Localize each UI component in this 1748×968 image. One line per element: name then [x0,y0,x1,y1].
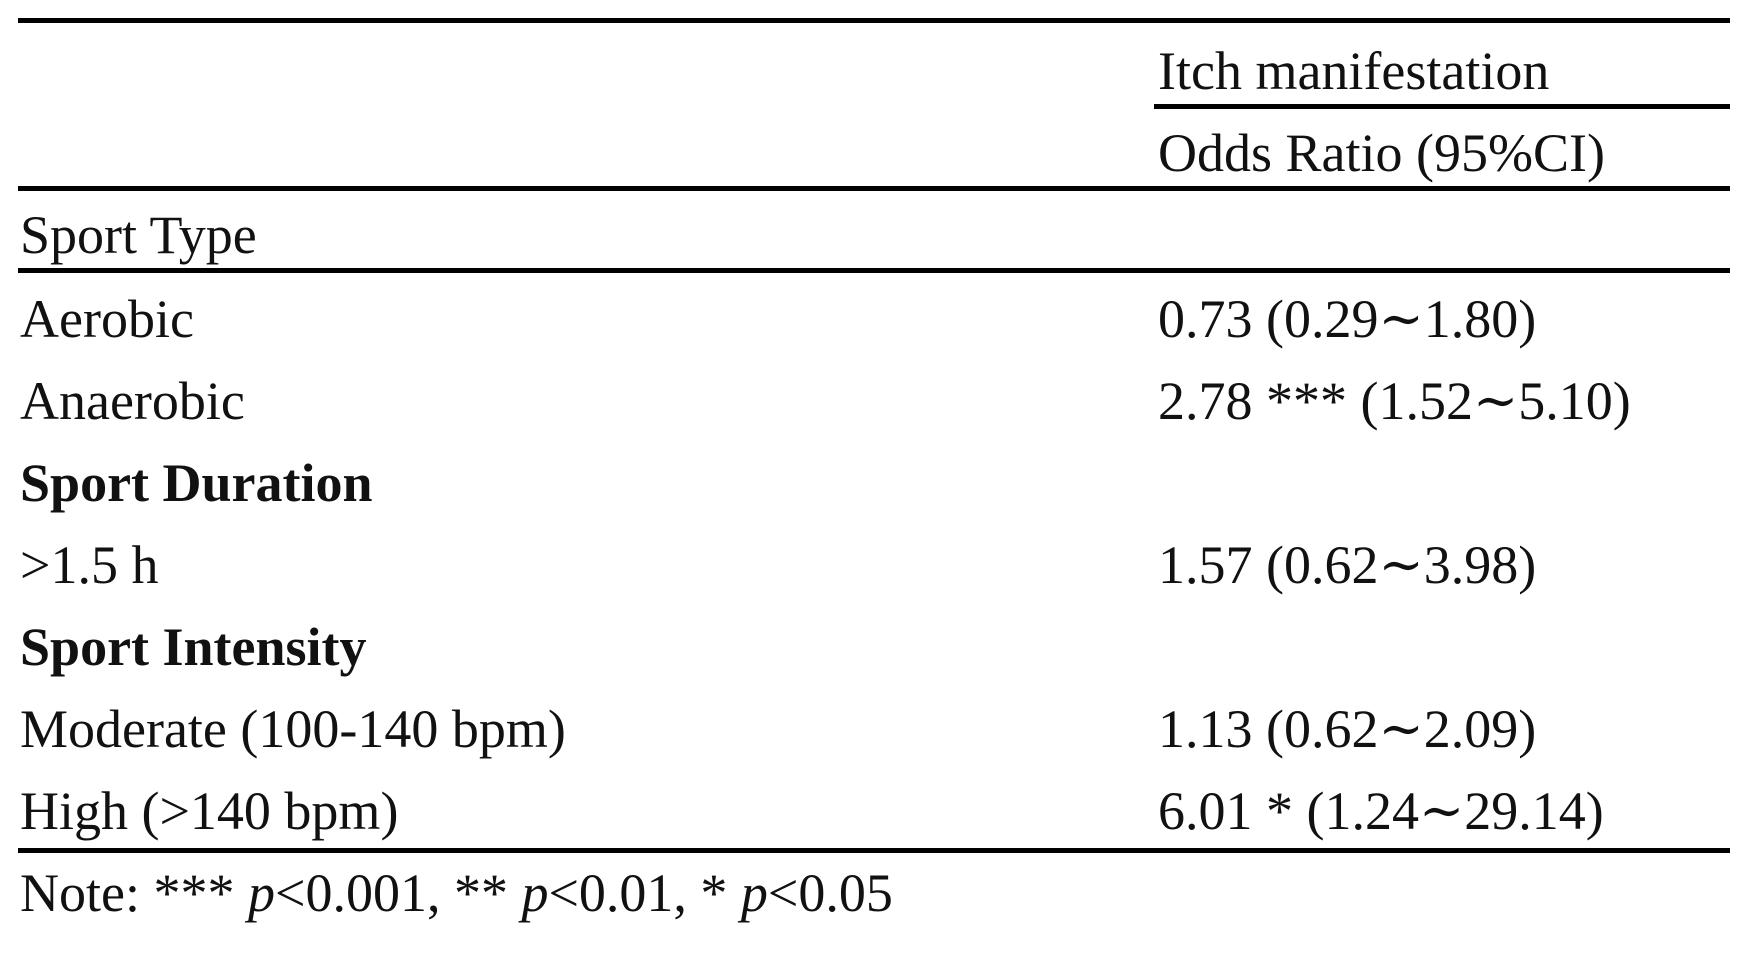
note-p-symbol-3: p [740,863,768,923]
group-rule [1154,104,1730,109]
column-header: Odds Ratio (95%CI) [1158,123,1605,183]
row-value-aerobic: 0.73 (0.29∼1.80) [1158,289,1537,349]
group-header: Itch manifestation [1158,41,1550,101]
row-value-anaerobic: 2.78 *** (1.52∼5.10) [1158,371,1631,431]
row-label-moderate: Moderate (100-140 bpm) [20,699,566,759]
table-note: Note: *** p<0.001, ** p<0.01, * p<0.05 [20,866,893,920]
row-label-sport-duration: Sport Duration [20,453,373,513]
row-value-duration-over-1-5h: 1.57 (0.62∼3.98) [1158,535,1537,595]
row-label-aerobic: Aerobic [20,289,194,349]
section-rule [18,268,1730,273]
bottom-rule [18,848,1730,853]
row-label-anaerobic: Anaerobic [20,371,245,431]
row-label-sport-intensity: Sport Intensity [20,617,367,677]
note-threshold-3: <0.05 [767,863,893,923]
note-threshold-2: <0.01, * [548,863,741,923]
note-prefix: Note: *** [20,863,248,923]
row-value-high: 6.01 * (1.24∼29.14) [1158,781,1604,841]
top-rule [18,18,1730,23]
header-bottom-rule [18,186,1730,191]
note-p-symbol-1: p [247,863,275,923]
note-threshold-1: <0.001, ** [274,863,522,923]
row-value-moderate: 1.13 (0.62∼2.09) [1158,699,1537,759]
row-label-sport-type: Sport Type [20,205,257,265]
row-label-duration-over-1-5h: >1.5 h [20,535,159,595]
row-label-high: High (>140 bpm) [20,781,399,841]
note-p-symbol-2: p [521,863,549,923]
